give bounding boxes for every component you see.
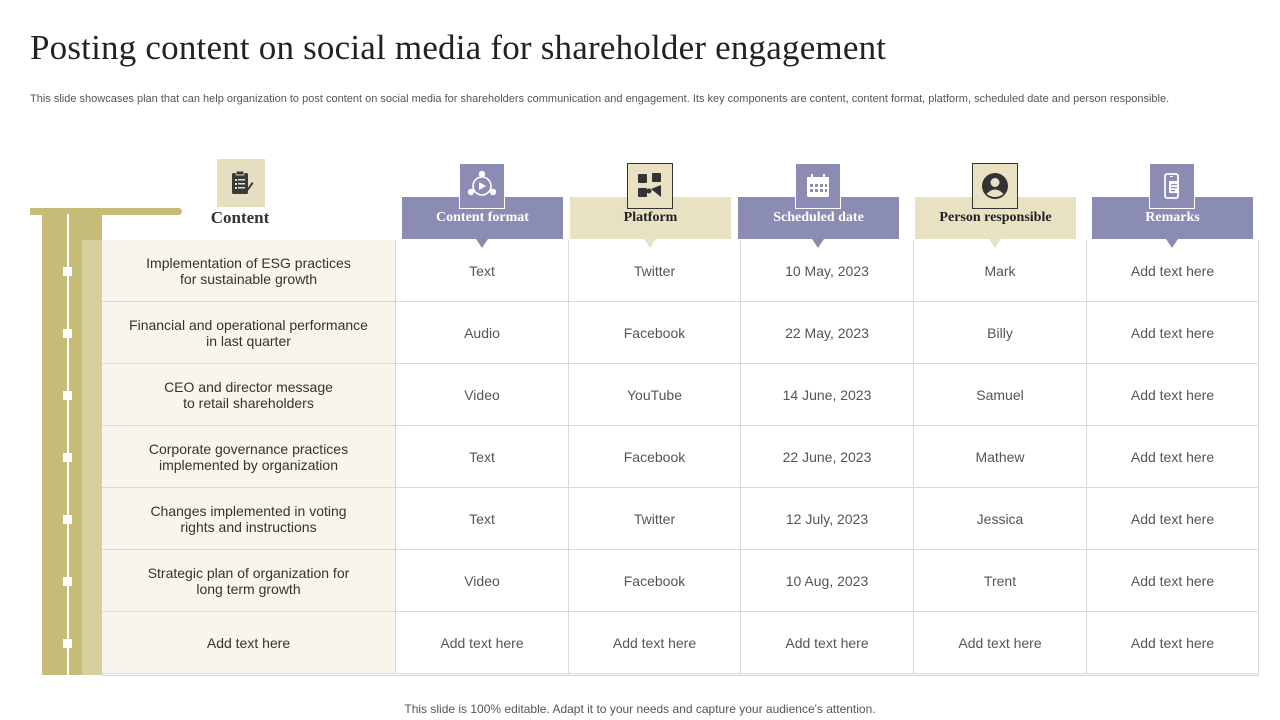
content-line: for sustainable growth xyxy=(180,270,317,287)
content-cell: CEO and director message to retail shareh… xyxy=(102,364,396,426)
table-cell: 10 May, 2023 xyxy=(741,240,914,302)
column-header-label: Platform xyxy=(570,197,731,239)
content-cell: Add text here xyxy=(102,612,396,674)
table-cell: Facebook xyxy=(569,550,741,612)
table-cell: Video xyxy=(396,550,569,612)
table-cell: Text xyxy=(396,426,569,488)
header-pointer xyxy=(812,239,824,248)
decorative-bar-left xyxy=(42,214,82,675)
table-cell: Video xyxy=(396,364,569,426)
table-cell: Add text here xyxy=(1087,550,1259,612)
content-cell: Implementation of ESG practices for susta… xyxy=(102,240,396,302)
timeline-dot xyxy=(63,267,72,276)
table-cell: Twitter xyxy=(569,240,741,302)
slide-subtitle: This slide showcases plan that can help … xyxy=(30,93,1170,105)
table-cell: Mathew xyxy=(914,426,1087,488)
table-cell: Add text here xyxy=(1087,426,1259,488)
content-line: implemented by organization xyxy=(158,456,338,473)
timeline-dot xyxy=(63,515,72,524)
header-pointer xyxy=(644,239,656,248)
table-cell: Mark xyxy=(914,240,1087,302)
table-row: CEO and director message to retail shareh… xyxy=(102,364,1259,426)
table-cell: YouTube xyxy=(569,364,741,426)
column-header-person-responsible: Person responsible xyxy=(915,163,1076,248)
table-cell: Samuel xyxy=(914,364,1087,426)
social-platforms-icon xyxy=(627,163,673,209)
content-line: Changes implemented in voting xyxy=(150,502,347,519)
table-cell: Text xyxy=(396,488,569,550)
content-line: CEO and director message xyxy=(164,378,333,395)
calendar-icon xyxy=(795,163,841,209)
user-icon xyxy=(972,163,1018,209)
timeline-dot xyxy=(63,577,72,586)
content-cell: Corporate governance practices implemente… xyxy=(102,426,396,488)
table-cell: 22 May, 2023 xyxy=(741,302,914,364)
table-cell: Add text here xyxy=(1087,612,1259,674)
timeline-dot xyxy=(63,639,72,648)
content-line: Strategic plan of organization for xyxy=(147,564,350,581)
table-cell: Facebook xyxy=(569,302,741,364)
content-line: to retail shareholders xyxy=(183,394,314,411)
column-header-label: Remarks xyxy=(1092,197,1253,239)
decorative-bar-top xyxy=(30,208,182,215)
table-cell: Text xyxy=(396,240,569,302)
table-row: Add text here Add text here Add text here A… xyxy=(102,612,1259,674)
table-cell: Twitter xyxy=(569,488,741,550)
column-header-remarks: Remarks xyxy=(1092,163,1253,248)
header-pointer xyxy=(476,239,488,248)
table-row: Corporate governance practices implemente… xyxy=(102,426,1259,488)
content-column-header: Content xyxy=(210,208,270,227)
clipboard-icon xyxy=(217,159,265,207)
table-row: Financial and operational performance in … xyxy=(102,302,1259,364)
content-line: long term growth xyxy=(196,580,301,597)
timeline-dot xyxy=(63,453,72,462)
content-line: Implementation of ESG practices xyxy=(146,254,351,271)
timeline-dot xyxy=(63,329,72,338)
column-header-platform: Platform xyxy=(570,163,731,248)
table-cell: Billy xyxy=(914,302,1087,364)
slide-title: Posting content on social media for shar… xyxy=(30,28,887,67)
content-line: Financial and operational performance xyxy=(129,316,368,333)
timeline-dot xyxy=(63,391,72,400)
table-row: Changes implemented in voting rights and … xyxy=(102,488,1259,550)
mobile-document-icon xyxy=(1149,163,1195,209)
table-cell: Add text here xyxy=(1087,488,1259,550)
table-cell: Audio xyxy=(396,302,569,364)
column-header-content-format: Content format xyxy=(402,163,563,248)
table-cell: Add text here xyxy=(1087,364,1259,426)
content-cell: Changes implemented in voting rights and … xyxy=(102,488,396,550)
timeline-line xyxy=(67,214,69,675)
decorative-bar-inner xyxy=(82,240,102,675)
content-line: in last quarter xyxy=(206,332,291,349)
content-line: Corporate governance practices xyxy=(148,440,349,457)
media-formats-icon xyxy=(459,163,505,209)
content-line: Add text here xyxy=(206,634,291,651)
table-cell: Add text here xyxy=(1087,302,1259,364)
table-row: Strategic plan of organization for long t… xyxy=(102,550,1259,612)
header-pointer xyxy=(1166,239,1178,248)
table-row: Implementation of ESG practices for susta… xyxy=(102,240,1259,302)
content-line: rights and instructions xyxy=(180,518,317,535)
table-cell: Add text here xyxy=(914,612,1087,674)
footer-note: This slide is 100% editable. Adapt it to… xyxy=(404,702,876,716)
table-cell: Add text here xyxy=(396,612,569,674)
engagement-table: Implementation of ESG practices for susta… xyxy=(102,240,1259,676)
column-header-scheduled-date: Scheduled date xyxy=(738,163,899,248)
table-cell: Add text here xyxy=(1087,240,1259,302)
table-cell: 12 July, 2023 xyxy=(741,488,914,550)
table-cell: Add text here xyxy=(569,612,741,674)
content-cell: Strategic plan of organization for long t… xyxy=(102,550,396,612)
table-cell: 10 Aug, 2023 xyxy=(741,550,914,612)
table-cell: Jessica xyxy=(914,488,1087,550)
table-cell: 14 June, 2023 xyxy=(741,364,914,426)
content-cell: Financial and operational performance in … xyxy=(102,302,396,364)
header-pointer xyxy=(989,239,1001,248)
table-cell: Facebook xyxy=(569,426,741,488)
decorative-bar-connector xyxy=(82,214,102,240)
table-cell: Add text here xyxy=(741,612,914,674)
table-cell: 22 June, 2023 xyxy=(741,426,914,488)
table-cell: Trent xyxy=(914,550,1087,612)
